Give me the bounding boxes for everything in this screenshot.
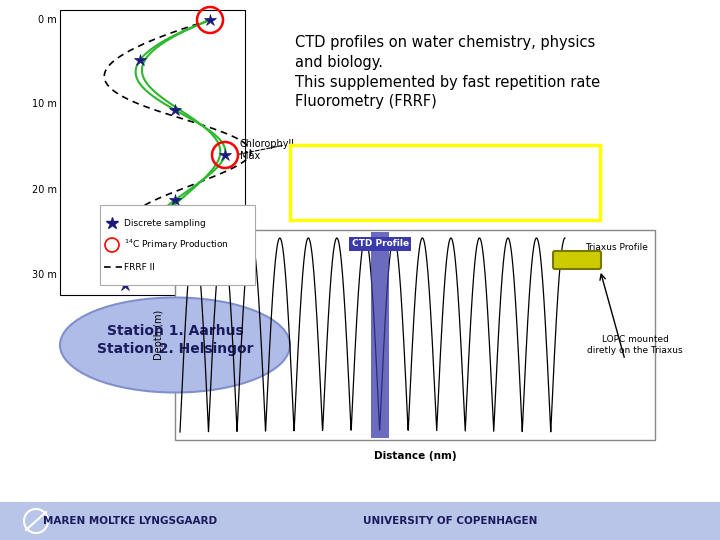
FancyBboxPatch shape [553, 251, 601, 269]
Text: Station 1. Aarhus
Station 2. Helsingor: Station 1. Aarhus Station 2. Helsingor [96, 324, 253, 356]
Text: CTD profiles on water chemistry, physics
and biology.
This supplemented by fast : CTD profiles on water chemistry, physics… [295, 35, 600, 110]
Ellipse shape [60, 298, 290, 393]
Text: Chlorophyll
Max: Chlorophyll Max [240, 139, 295, 161]
Text: LOPC mounted
diretly on the Triaxus: LOPC mounted diretly on the Triaxus [588, 335, 683, 355]
Bar [2, 504, 70, 538]
Text: FRRF II: FRRF II [124, 262, 155, 272]
Text: CTD Profile: CTD Profile [351, 240, 409, 248]
Text: MAREN MOLTKE LYNGSGAARD: MAREN MOLTKE LYNGSGAARD [43, 516, 217, 526]
Bar [0, 502, 720, 540]
Bar [290, 145, 600, 220]
Text: 30 m: 30 m [32, 270, 57, 280]
Text: $^{14}$C Primary Production: $^{14}$C Primary Production [124, 238, 229, 252]
Text: Depth (m): Depth (m) [154, 310, 164, 360]
Text: Triaxus Profile: Triaxus Profile [585, 244, 648, 253]
Text: UNIVERSITY OF COPENHAGEN: UNIVERSITY OF COPENHAGEN [363, 516, 537, 526]
Text: 20 m: 20 m [32, 185, 57, 194]
Text: Distance (nm): Distance (nm) [374, 451, 456, 461]
Text: 0 m: 0 m [38, 15, 57, 25]
Bar [372, 232, 390, 438]
Bar [175, 230, 655, 440]
Bar [60, 10, 245, 295]
Text: Remineralisation measurements
 or sediment traps?: Remineralisation measurements or sedimen… [302, 145, 527, 179]
Text: 10 m: 10 m [32, 99, 57, 109]
Text: Discrete sampling: Discrete sampling [124, 219, 206, 227]
Bar [100, 205, 255, 285]
